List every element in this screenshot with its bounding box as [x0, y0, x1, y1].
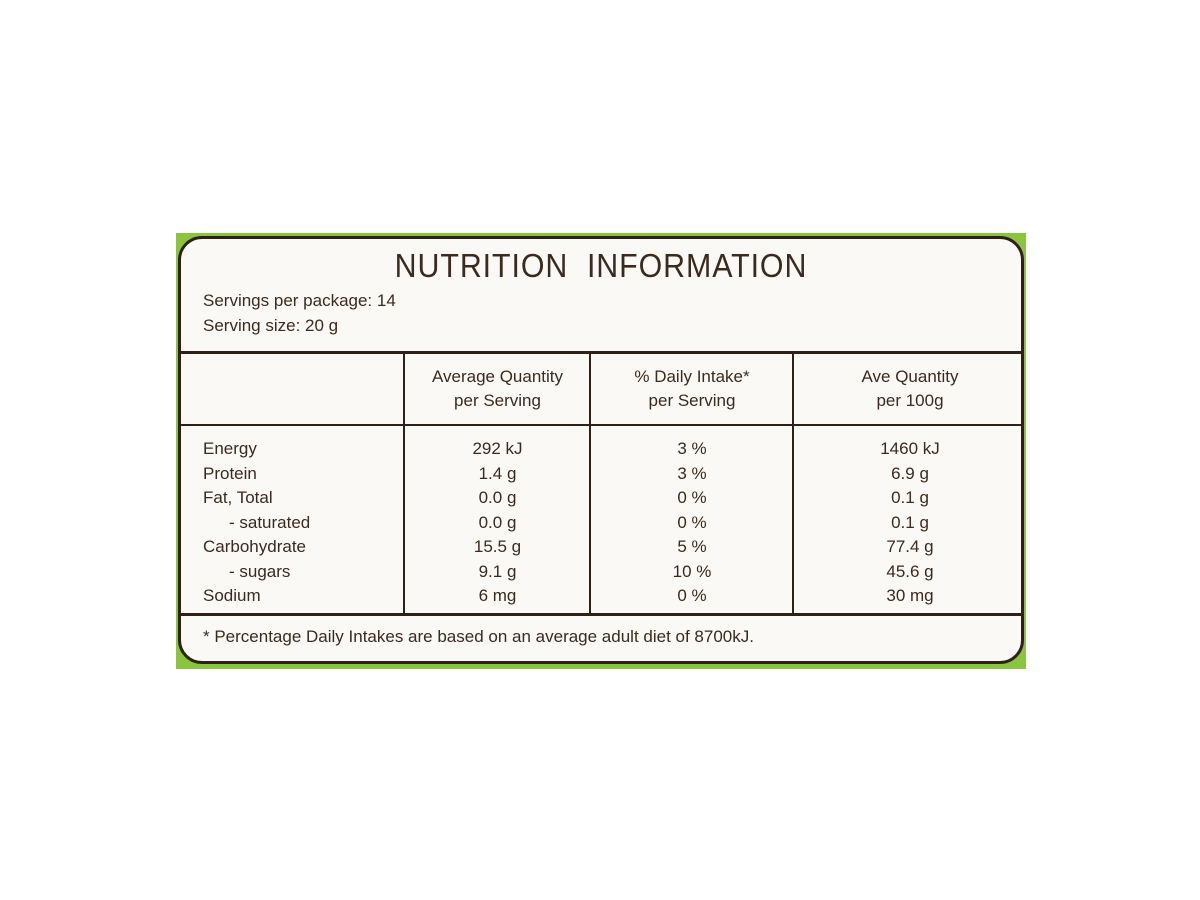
- daily-intake-value: 3 %: [677, 439, 707, 458]
- table-row: Sodium 6 mg 0 % 30 mg: [181, 586, 1021, 611]
- table-row: Energy 292 kJ 3 % 1460 kJ: [181, 439, 1021, 464]
- table-bottom-rule: [181, 613, 1021, 616]
- nutrient-name: Energy: [203, 439, 257, 458]
- daily-intake-value: 0 %: [677, 586, 707, 605]
- per-serving-value: 15.5 g: [473, 537, 522, 556]
- header-divider: [181, 424, 1021, 426]
- nutrient-name: Sodium: [203, 586, 261, 605]
- per-100g-value: 1460 kJ: [880, 439, 940, 458]
- nutrient-name: Carbohydrate: [203, 537, 307, 556]
- column-divider-2: [589, 351, 591, 614]
- nutrient-name: Fat, Total: [203, 488, 273, 507]
- panel-title: NUTRITION INFORMATION: [394, 247, 808, 284]
- header-daily-line1: % Daily Intake*: [634, 367, 750, 386]
- per-serving-value: 0.0 g: [478, 488, 517, 507]
- per-serving-value: 9.1 g: [478, 561, 517, 581]
- nutrient-name: - sugars: [229, 561, 291, 581]
- daily-intake-value: 5 %: [677, 537, 707, 556]
- header-daily-line2: per Serving: [648, 391, 736, 410]
- nutrient-rows: Energy 292 kJ 3 % 1460 kJ Protein 1.4 g …: [181, 439, 1021, 611]
- header-daily-intake: % Daily Intake* per Serving: [592, 365, 792, 425]
- header-100g-line1: Ave Quantity: [861, 367, 959, 386]
- daily-intake-value: 10 %: [672, 561, 712, 581]
- table-row: Carbohydrate 15.5 g 5 % 77.4 g: [181, 537, 1021, 562]
- header-100g-line2: per 100g: [876, 391, 944, 410]
- per-serving-value: 6 mg: [478, 586, 517, 605]
- per-100g-value: 30 mg: [886, 586, 934, 605]
- nutrient-name: Protein: [203, 463, 257, 483]
- header-avg-per-serving: Average Quantity per Serving: [406, 365, 589, 425]
- header-per-100g: Ave Quantity per 100g: [795, 365, 1021, 425]
- per-100g-value: 77.4 g: [886, 537, 934, 556]
- table-row: Protein 1.4 g 3 % 6.9 g: [181, 464, 1021, 489]
- per-100g-value: 6.9 g: [891, 463, 929, 483]
- header-avg-line2: per Serving: [454, 391, 541, 410]
- daily-intake-value: 0 %: [677, 488, 707, 507]
- daily-intake-value: 3 %: [677, 463, 707, 483]
- serving-size: Serving size: 20 g: [203, 316, 339, 335]
- column-divider-1: [403, 351, 405, 614]
- per-serving-value: 292 kJ: [472, 439, 523, 458]
- per-100g-value: 0.1 g: [891, 512, 929, 532]
- header-avg-line1: Average Quantity: [431, 367, 564, 386]
- per-100g-value: 45.6 g: [886, 561, 934, 581]
- daily-intake-value: 0 %: [677, 512, 707, 532]
- nutrient-name: - saturated: [229, 512, 311, 532]
- per-serving-value: 1.4 g: [478, 463, 517, 483]
- column-divider-3: [792, 351, 794, 614]
- table-top-rule: [181, 351, 1021, 354]
- nutrition-panel: NUTRITION INFORMATION Servings per packa…: [178, 236, 1024, 664]
- table-row: - sugars 9.1 g 10 % 45.6 g: [181, 562, 1021, 587]
- footnote: * Percentage Daily Intakes are based on …: [203, 627, 754, 646]
- per-100g-value: 0.1 g: [891, 488, 929, 507]
- table-row: Fat, Total 0.0 g 0 % 0.1 g: [181, 488, 1021, 513]
- table-row: - saturated 0.0 g 0 % 0.1 g: [181, 513, 1021, 538]
- servings-per-package: Servings per package: 14: [203, 291, 396, 310]
- per-serving-value: 0.0 g: [478, 512, 517, 532]
